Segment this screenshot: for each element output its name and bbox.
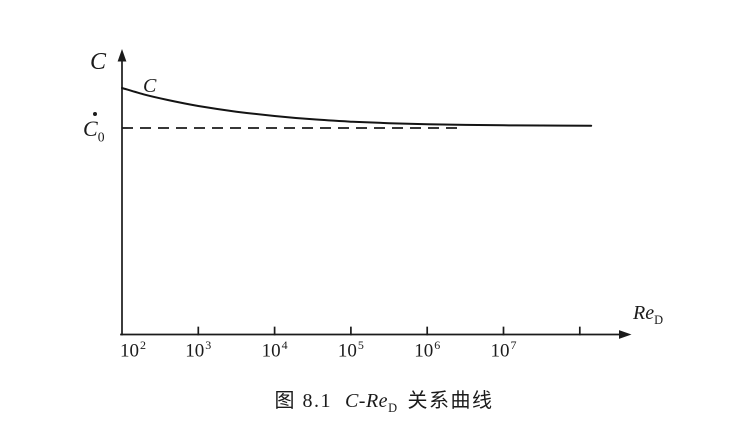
x-axis-arrowhead — [619, 330, 632, 339]
curve-label: C — [143, 76, 156, 96]
x-axis-label-subscript: D — [654, 313, 664, 327]
y-axis-label: C — [90, 50, 106, 74]
x-tick-label-10e7: 107 — [490, 338, 517, 362]
c-curve-line — [121, 87, 593, 127]
x-tick-label-10e3: 103 — [185, 338, 212, 362]
caption-formula: C-ReD — [344, 390, 398, 415]
curve-label-text: C — [143, 75, 157, 97]
x-axis-label: ReD — [633, 303, 663, 326]
x-axis-label-text: Re — [633, 302, 655, 324]
x-tick-label-10e5: 105 — [337, 338, 364, 362]
x-tick-label-10e6: 106 — [414, 338, 441, 362]
x-axis-tick-marks — [197, 326, 581, 336]
y-axis-arrowhead — [117, 49, 127, 62]
x-tick-label-10e2: 102 — [120, 338, 146, 362]
caption-text: 关系曲线 — [407, 390, 494, 412]
ink-dot-mark — [93, 112, 97, 116]
x-tick-label-unlabeled — [579, 339, 580, 360]
asymptote-label-text: C — [83, 116, 98, 141]
y-axis-label-text: C — [90, 49, 107, 75]
x-tick-label-10e4: 104 — [261, 338, 288, 362]
figure-caption: 图 8.1 C-ReD 关系曲线 — [0, 384, 750, 416]
asymptote-label-subscript: 0 — [97, 129, 105, 145]
caption-figure-number: 图 8.1 — [274, 390, 332, 412]
asymptote-label: C0 — [83, 118, 105, 144]
